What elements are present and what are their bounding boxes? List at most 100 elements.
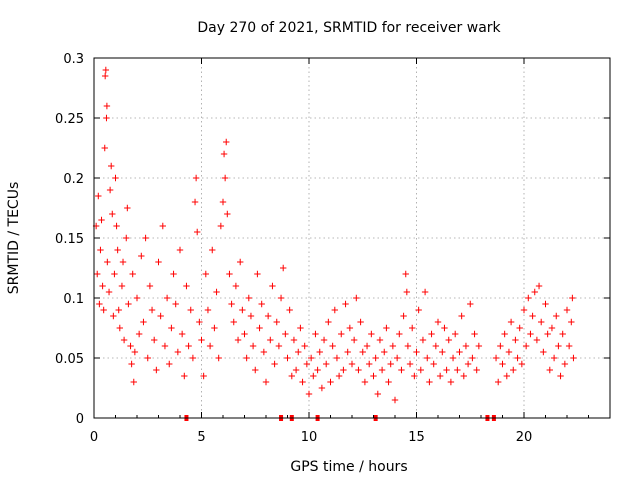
data-point: [553, 312, 560, 320]
data-point: [531, 288, 538, 296]
y-axis-title: SRMTID / TECUs: [6, 182, 22, 295]
data-point: [421, 288, 429, 296]
x-axis-title: GPS time / hours: [290, 459, 407, 475]
data-point: [389, 342, 397, 350]
data-point: [95, 192, 102, 200]
data-point: [100, 306, 107, 314]
data-point: [561, 360, 569, 368]
data-point: [280, 264, 287, 272]
data-point: [109, 210, 116, 218]
data-point: [518, 360, 526, 368]
data-point: [406, 360, 414, 368]
data-points: [92, 66, 577, 404]
data-point: [249, 342, 257, 350]
data-point: [555, 342, 562, 350]
data-point: [460, 372, 467, 380]
data-point: [271, 360, 278, 368]
data-point: [215, 354, 222, 362]
data-point: [288, 372, 295, 380]
data-point: [452, 330, 459, 338]
data-point: [103, 102, 111, 110]
data-point: [239, 306, 246, 314]
data-point: [318, 384, 326, 392]
data-point: [194, 228, 201, 236]
y-tick-label: 0.15: [55, 232, 84, 247]
data-point: [151, 336, 158, 344]
data-point: [467, 300, 474, 308]
data-point: [402, 270, 409, 278]
data-point: [98, 216, 105, 224]
data-point: [286, 306, 293, 314]
data-point: [301, 342, 308, 350]
data-point: [542, 300, 549, 308]
data-point: [131, 348, 139, 356]
data-point: [310, 372, 317, 380]
data-point: [307, 354, 315, 362]
data-point: [102, 66, 110, 74]
x-tick-label: 5: [197, 430, 205, 445]
data-point: [383, 324, 390, 332]
data-point: [361, 378, 369, 386]
data-point: [138, 252, 145, 260]
data-point: [323, 360, 330, 368]
data-point: [196, 318, 203, 326]
x-tick-label: 10: [301, 430, 318, 445]
data-point: [237, 258, 244, 266]
data-point: [148, 306, 156, 314]
data-point: [348, 360, 356, 368]
data-point: [353, 294, 360, 302]
data-point: [447, 378, 455, 386]
data-point: [277, 294, 285, 302]
data-point: [101, 144, 108, 152]
data-point: [114, 246, 121, 254]
y-tick-label: 0.05: [55, 352, 84, 367]
data-point: [127, 342, 134, 350]
data-point: [325, 318, 332, 326]
data-point: [146, 282, 154, 290]
data-point: [499, 360, 506, 368]
data-point: [94, 270, 101, 278]
data-point: [144, 354, 151, 362]
data-point: [163, 294, 171, 302]
data-point: [116, 324, 123, 332]
data-point: [419, 336, 427, 344]
data-point: [178, 330, 186, 338]
data-point: [557, 372, 564, 380]
data-point: [172, 300, 179, 308]
data-point: [424, 354, 431, 362]
data-point: [563, 306, 571, 314]
data-point: [436, 372, 444, 380]
data-point: [96, 300, 103, 308]
data-point: [569, 294, 576, 302]
data-point: [262, 378, 270, 386]
data-point: [155, 258, 162, 266]
data-point: [503, 372, 510, 380]
data-point: [264, 312, 272, 320]
data-point: [475, 342, 483, 350]
data-point: [157, 312, 164, 320]
data-point: [245, 294, 252, 302]
data-point: [430, 360, 437, 368]
data-point: [220, 150, 228, 158]
data-point: [228, 300, 235, 308]
x-tick-label: 0: [90, 430, 98, 445]
data-point: [206, 342, 214, 350]
data-point: [501, 330, 508, 338]
data-point: [458, 312, 465, 320]
data-point: [202, 270, 209, 278]
data-point: [546, 366, 553, 374]
data-point: [331, 306, 338, 314]
data-point: [128, 360, 135, 368]
data-point: [359, 348, 366, 356]
data-point: [305, 390, 313, 398]
data-point: [404, 342, 412, 350]
data-point: [292, 366, 300, 374]
data-point: [106, 186, 114, 194]
data-point: [368, 330, 375, 338]
data-point: [204, 306, 212, 314]
data-point: [269, 282, 276, 290]
y-tick-label: 0.25: [55, 112, 84, 127]
data-point: [124, 204, 131, 212]
data-point: [111, 270, 118, 278]
